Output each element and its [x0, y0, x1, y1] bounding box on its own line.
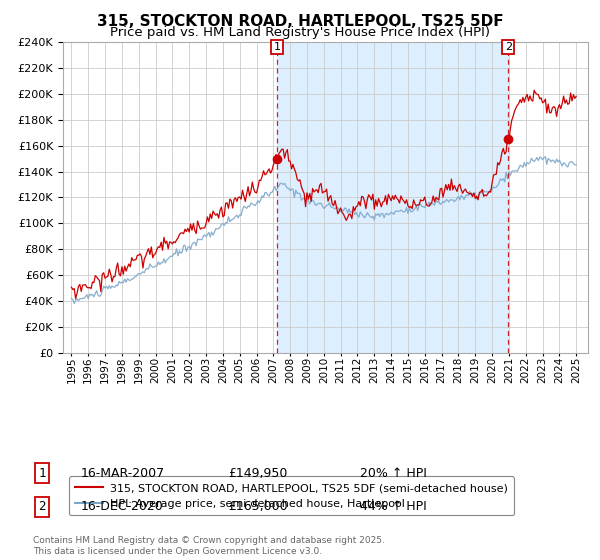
- Text: 2: 2: [38, 500, 46, 514]
- Text: Contains HM Land Registry data © Crown copyright and database right 2025.
This d: Contains HM Land Registry data © Crown c…: [33, 536, 385, 556]
- Text: £165,000: £165,000: [228, 500, 287, 514]
- Text: 44% ↑ HPI: 44% ↑ HPI: [360, 500, 427, 514]
- Text: Price paid vs. HM Land Registry's House Price Index (HPI): Price paid vs. HM Land Registry's House …: [110, 26, 490, 39]
- Text: 20% ↑ HPI: 20% ↑ HPI: [360, 466, 427, 480]
- Text: £149,950: £149,950: [228, 466, 287, 480]
- Text: 1: 1: [274, 42, 280, 52]
- Text: 16-MAR-2007: 16-MAR-2007: [81, 466, 165, 480]
- Legend: 315, STOCKTON ROAD, HARTLEPOOL, TS25 5DF (semi-detached house), HPI: Average pri: 315, STOCKTON ROAD, HARTLEPOOL, TS25 5DF…: [68, 477, 514, 515]
- Text: 1: 1: [38, 466, 46, 480]
- Bar: [277, 42, 508, 353]
- Text: 16-DEC-2020: 16-DEC-2020: [81, 500, 164, 514]
- Text: 2: 2: [505, 42, 512, 52]
- Text: 315, STOCKTON ROAD, HARTLEPOOL, TS25 5DF: 315, STOCKTON ROAD, HARTLEPOOL, TS25 5DF: [97, 14, 503, 29]
